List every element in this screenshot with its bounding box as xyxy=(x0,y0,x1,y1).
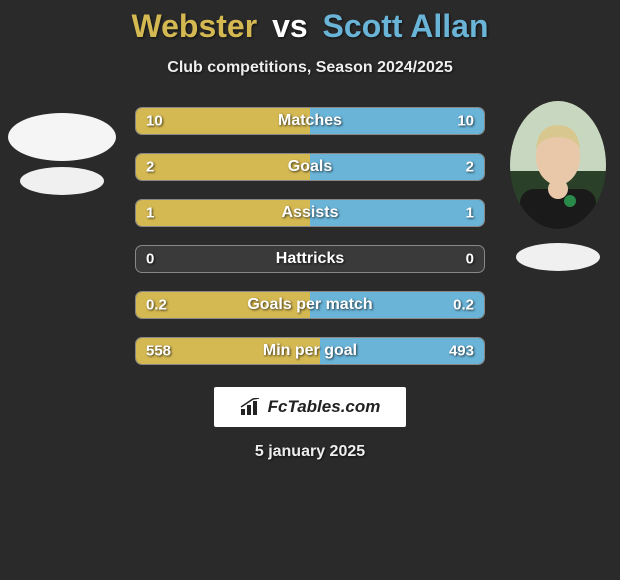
stat-label: Min per goal xyxy=(263,342,357,360)
bar-left xyxy=(136,154,310,180)
bars-icon xyxy=(240,398,262,416)
stat-label: Matches xyxy=(278,112,342,130)
stat-row: 10 Matches 10 xyxy=(135,107,485,135)
player2-name: Scott Allan xyxy=(323,8,489,44)
main-row: 10Matches102Goals21Assists10Hattricks00.… xyxy=(0,107,620,365)
stat-label: Goals per match xyxy=(247,296,372,314)
stat-row: 558 Min per goal 493 xyxy=(135,337,485,365)
left-player-col xyxy=(7,107,117,195)
player2-flag xyxy=(516,243,600,271)
stat-value-right: 493 xyxy=(449,343,474,360)
stat-value-left: 2 xyxy=(146,159,154,176)
stat-value-left: 10 xyxy=(146,113,163,130)
stat-value-left: 1 xyxy=(146,205,154,222)
subtitle: Club competitions, Season 2024/2025 xyxy=(0,59,620,77)
player1-name: Webster xyxy=(132,8,258,44)
stat-label: Goals xyxy=(288,158,332,176)
stats-column: 10Matches102Goals21Assists10Hattricks00.… xyxy=(135,107,485,365)
stat-label: Assists xyxy=(282,204,339,222)
title-vs: vs xyxy=(272,8,308,44)
source-logo-inner: FcTables.com xyxy=(240,397,381,417)
stat-value-left: 0 xyxy=(146,251,154,268)
player1-flag xyxy=(20,167,104,195)
footer: FcTables.com 5 january 2025 xyxy=(0,387,620,461)
date-text: 5 january 2025 xyxy=(0,443,620,461)
page-title: Webster vs Scott Allan xyxy=(0,8,620,45)
comparison-card: Webster vs Scott Allan Club competitions… xyxy=(0,0,620,461)
stat-value-right: 0.2 xyxy=(453,297,474,314)
player2-avatar-svg xyxy=(510,101,606,229)
bar-right xyxy=(310,154,484,180)
stat-value-right: 10 xyxy=(457,113,474,130)
stat-row: 0 Hattricks 0 xyxy=(135,245,485,273)
stat-value-left: 558 xyxy=(146,343,171,360)
source-logo: FcTables.com xyxy=(214,387,407,427)
player2-avatar xyxy=(510,101,606,229)
right-player-col xyxy=(503,107,613,271)
stat-value-right: 2 xyxy=(466,159,474,176)
stat-row: 0.2 Goals per match 0.2 xyxy=(135,291,485,319)
source-logo-text: FcTables.com xyxy=(268,397,381,417)
stat-value-right: 1 xyxy=(466,205,474,222)
stat-value-left: 0.2 xyxy=(146,297,167,314)
stat-label: Hattricks xyxy=(276,250,344,268)
stat-value-right: 0 xyxy=(466,251,474,268)
player1-avatar xyxy=(8,113,116,161)
stat-row: 2 Goals 2 xyxy=(135,153,485,181)
stat-row: 1 Assists 1 xyxy=(135,199,485,227)
